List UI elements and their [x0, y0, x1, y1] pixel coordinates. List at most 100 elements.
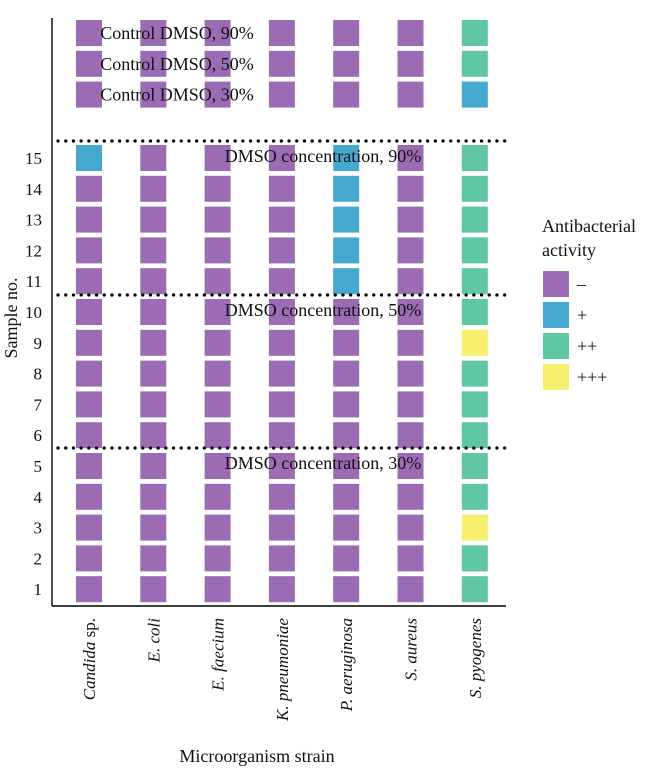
heatmap-cell-sample-4-col6 [397, 483, 424, 510]
heatmap-cell-sample-9-col6 [397, 329, 424, 356]
legend-swatch [543, 271, 569, 297]
heatmap-cell-control-1-col7 [461, 20, 488, 46]
heatmap-cell-sample-10-col7 [461, 299, 488, 325]
y-axis-label: Sample no. [1, 278, 21, 359]
heatmap-cell-sample-2-col4 [268, 545, 295, 572]
heatmap-cell-sample-15-col3 [204, 145, 231, 171]
heatmap-cell-sample-7-col3 [204, 391, 231, 418]
heatmap-cell-sample-2-col1 [76, 545, 102, 572]
heatmap-cell-control-1-col6 [397, 20, 424, 46]
heatmap-cell-sample-6-col1 [76, 422, 102, 449]
heatmap-cell-sample-11-col3 [204, 268, 231, 295]
heatmap-cell-sample-15-col5 [333, 145, 360, 171]
x-axis-label: Microorganism strain [179, 746, 334, 766]
heatmap-cell-sample-15-col2 [140, 145, 167, 171]
x-tick-labels: Candida sp. E. coli E. faecium K. pneumonia… [80, 618, 485, 722]
group-label: DMSO concentration, 90% [225, 146, 421, 166]
legend-title: Antibacterial [542, 216, 636, 236]
heatmap-cell-control-2-col1 [76, 50, 102, 77]
heatmap-cell-sample-14-col5 [333, 175, 360, 202]
heatmap-cell-sample-10-col4 [268, 299, 295, 325]
heatmap-cell-sample-9-col7 [461, 329, 488, 356]
heatmap-cell-sample-15-col1 [76, 145, 102, 171]
heatmap-cell-sample-3-col2 [140, 514, 167, 541]
heatmap-cell-control-1-col5 [333, 20, 360, 46]
heatmap-cell-sample-11-col7 [461, 268, 488, 295]
heatmap-cell-sample-12-col1 [76, 237, 102, 264]
y-tick-label: 3 [34, 519, 43, 538]
heatmap-cell-sample-12-col3 [204, 237, 231, 264]
y-tick-label: 11 [26, 272, 42, 291]
heatmap-cell-sample-5-col5 [333, 453, 360, 479]
control-row-label: Control DMSO, 30% [100, 85, 254, 105]
heatmap-cell-sample-6-col2 [140, 422, 167, 449]
heatmap-cell-sample-4-col4 [268, 483, 295, 510]
x-tick-label: S. aureus [402, 618, 421, 681]
heatmap-cell-sample-3-col1 [76, 514, 102, 541]
x-tick-label: P. aeruginosa [337, 618, 356, 712]
heatmap-cell-sample-6-col5 [333, 422, 360, 449]
heatmap-cell-sample-5-col6 [397, 453, 424, 479]
heatmap-cell-sample-1-col1 [76, 576, 102, 603]
y-tick-label: 1 [34, 580, 43, 599]
x-tick-label: K. pneumoniae [273, 618, 292, 722]
x-tick-label: E. faecium [209, 618, 228, 692]
y-tick-label: 2 [34, 549, 43, 568]
heatmap-cell-sample-15-col6 [397, 145, 424, 171]
x-tick-label: E. coli [144, 618, 163, 664]
heatmap-cell-sample-11-col4 [268, 268, 295, 295]
heatmap-cell-sample-1-col3 [204, 576, 231, 603]
legend-swatch [543, 364, 569, 390]
heatmap-cell-sample-4-col5 [333, 483, 360, 510]
legend-entry-label: – [576, 274, 587, 294]
heatmap-cell-sample-2-col7 [461, 545, 488, 572]
heatmap-cell-sample-14-col4 [268, 175, 295, 202]
group-separators [56, 139, 510, 450]
heatmap-cell-sample-15-col4 [268, 145, 295, 171]
heatmap-cell-sample-8-col6 [397, 360, 424, 387]
heatmap-cell-sample-4-col7 [461, 483, 488, 510]
heatmap-cell-sample-13-col6 [397, 206, 424, 233]
y-tick-label: 9 [34, 334, 43, 353]
heatmap-cell-sample-2-col6 [397, 545, 424, 572]
y-tick-label: 7 [34, 395, 43, 414]
heatmap-cell-control-2-col3 [204, 50, 231, 77]
heatmap-cell-sample-10-col3 [204, 299, 231, 325]
heatmap-cell-sample-8-col7 [461, 360, 488, 387]
heatmap-cell-control-2-col6 [397, 50, 424, 77]
heatmap-cell-sample-12-col4 [268, 237, 295, 264]
heatmap-cell-sample-2-col5 [333, 545, 360, 572]
y-tick-label: 4 [34, 488, 43, 507]
y-tick-label: 5 [34, 457, 43, 476]
heatmap-cell-sample-8-col4 [268, 360, 295, 387]
heatmap-cell-sample-3-col6 [397, 514, 424, 541]
heatmap-cell-sample-1-col6 [397, 576, 424, 603]
heatmap-cell-sample-6-col7 [461, 422, 488, 449]
heatmap-cell-sample-15-col7 [461, 145, 488, 171]
heatmap-cell-sample-9-col2 [140, 329, 167, 356]
heatmap-cell-sample-5-col2 [140, 453, 167, 479]
heatmap-cell-sample-8-col5 [333, 360, 360, 387]
heatmap-cell-control-2-col7 [461, 50, 488, 77]
heatmap-cell-sample-9-col1 [76, 329, 102, 356]
heatmap-cell-control-2-col2 [140, 50, 167, 77]
heatmap-cell-sample-9-col4 [268, 329, 295, 356]
heatmap-cell-sample-14-col6 [397, 175, 424, 202]
y-tick-label: 6 [34, 426, 43, 445]
heatmap-cell-sample-11-col1 [76, 268, 102, 295]
heatmap-cell-sample-13-col5 [333, 206, 360, 233]
heatmap-cell-sample-7-col2 [140, 391, 167, 418]
heatmap-cell-sample-8-col2 [140, 360, 167, 387]
heatmap-cell-sample-4-col3 [204, 483, 231, 510]
heatmap-cell-sample-5-col4 [268, 453, 295, 479]
heatmap-cell-sample-10-col1 [76, 299, 102, 325]
heatmap-cell-control-2-col4 [268, 50, 295, 77]
heatmap-cell-sample-3-col4 [268, 514, 295, 541]
x-tick-label: Candida sp. [80, 618, 99, 700]
heatmap-cell-sample-14-col1 [76, 175, 102, 202]
heatmap-cell-sample-5-col7 [461, 453, 488, 479]
heatmap-cell-sample-6-col6 [397, 422, 424, 449]
heatmap-cell-sample-14-col7 [461, 175, 488, 202]
heatmap-cell-control-3-col2 [140, 81, 167, 108]
